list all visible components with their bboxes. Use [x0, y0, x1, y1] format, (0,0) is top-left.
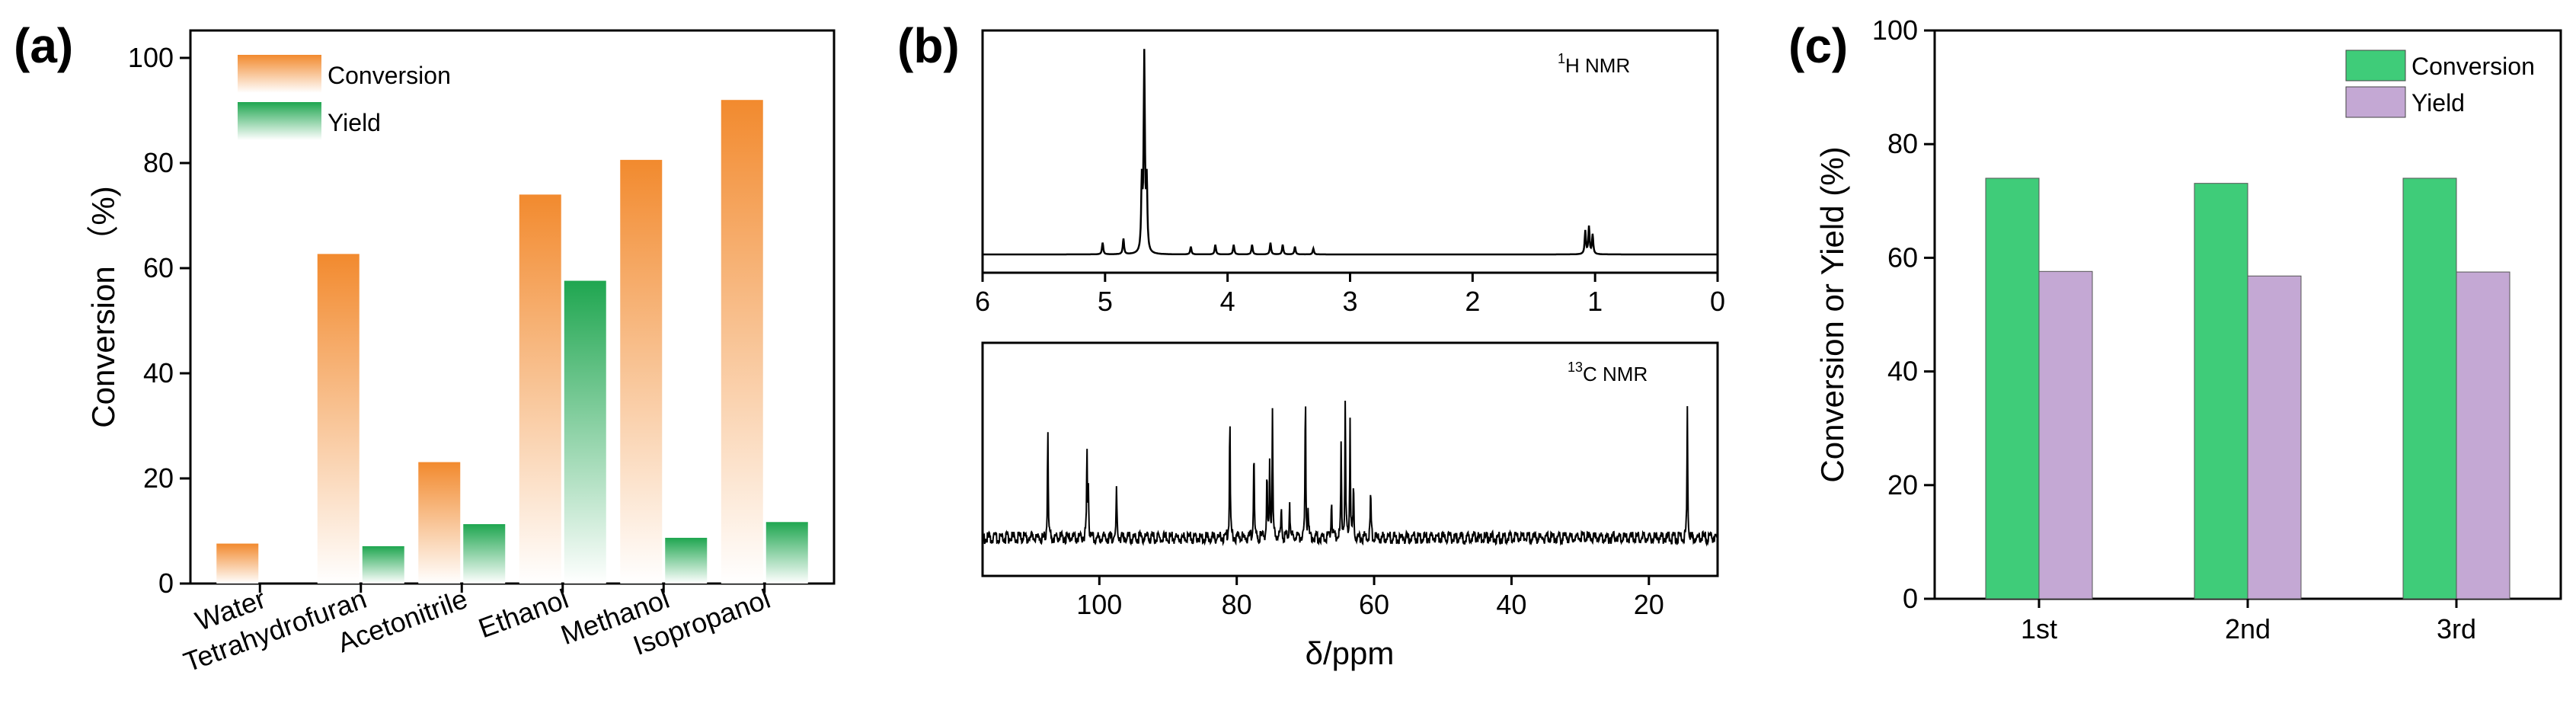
- legend-label-yield-c: Yield: [2411, 89, 2465, 117]
- y-tick-label: 60: [1887, 241, 1918, 273]
- legend-label-yield: Yield: [328, 109, 381, 136]
- panel-c-y-axis-title: Conversion or Yield (%): [1814, 146, 1850, 482]
- x-tick-label: 1: [1587, 286, 1603, 317]
- panel-c-x-tick-labels: 1st 2nd 3rd: [2021, 599, 2476, 644]
- bar-conversion: [2194, 183, 2248, 600]
- x-tick-label: Ethanol: [475, 583, 573, 644]
- x-tick-label: 60: [1359, 589, 1389, 620]
- legend-label-conversion: Conversion: [328, 62, 451, 89]
- bar-yield: [463, 524, 506, 584]
- x-tick-label: 2: [1465, 286, 1480, 317]
- y-tick-label: 60: [143, 252, 174, 283]
- nmr-1h-spectrum: [983, 49, 1718, 256]
- nmr-13c-label: 13C NMR: [1568, 360, 1648, 385]
- panel-a-y-ticks: 0 20 40 60 80 100: [128, 42, 190, 599]
- panel-c-chart: Conversion or Yield (%) 0 20 40 60 80 100 1st…: [1814, 14, 2562, 644]
- legend-swatch-conversion-c: [2345, 50, 2406, 82]
- y-tick-label: 20: [1887, 469, 1918, 501]
- legend-swatch-conversion: [238, 55, 321, 93]
- panel-b-x-axis-title: δ/ppm: [1306, 635, 1395, 671]
- y-tick-label: 0: [158, 568, 174, 599]
- bar-yield: [2247, 275, 2302, 600]
- panel-c-bars: [1985, 178, 2510, 600]
- bar-yield: [2038, 270, 2093, 600]
- x-tick-label: 3rd: [2437, 613, 2476, 644]
- bar-conversion: [620, 159, 663, 584]
- x-tick-label: 5: [1098, 286, 1113, 317]
- y-tick-label: 40: [143, 357, 174, 389]
- x-tick-label: 0: [1710, 286, 1725, 317]
- panel-label-c: (c): [1788, 18, 1848, 73]
- panel-a-chart: Conversion （%) 0 20 40 60 80 100 WaterTetrahy…: [85, 29, 836, 678]
- bar-conversion: [721, 100, 763, 584]
- bar-conversion: [519, 194, 561, 584]
- panel-b-chart: 1H NMR 6 5 4 3 2 1 0 13C NMR 100 80 60 40 20 δ/ppm: [975, 29, 1725, 671]
- panel-a-frame: [189, 29, 836, 585]
- x-tick-label: 100: [1076, 589, 1122, 620]
- x-tick-label: 3: [1342, 286, 1357, 317]
- panel-b-bottom-frame: [981, 341, 1719, 577]
- x-tick-label: 80: [1222, 589, 1252, 620]
- x-tick-label: 1st: [2021, 613, 2057, 644]
- y-tick-label: 100: [1872, 14, 1918, 46]
- y-tick-label: 0: [1903, 583, 1918, 614]
- x-tick-label: 2nd: [2225, 613, 2271, 644]
- panel-a-y-axis-title: Conversion （%): [85, 186, 121, 427]
- nmr-13c-spectrum: [982, 400, 1718, 547]
- legend-swatch-yield: [238, 102, 321, 140]
- y-tick-label: 80: [143, 147, 174, 178]
- panel-label-b: (b): [897, 18, 960, 73]
- x-tick-label: 20: [1634, 589, 1664, 620]
- bar-yield: [564, 280, 606, 584]
- bar-conversion: [418, 462, 461, 584]
- x-tick-label: 40: [1496, 589, 1526, 620]
- panel-b-top-x-ticks: 6 5 4 3 2 1 0: [975, 273, 1725, 317]
- panel-c-y-ticks: 0 20 40 60 80 100: [1872, 14, 1935, 614]
- panel-a-bars: [216, 100, 808, 584]
- panel-c-legend: Conversion Yield: [2345, 50, 2535, 118]
- y-tick-label: 100: [128, 42, 174, 73]
- legend-label-conversion-c: Conversion: [2411, 53, 2535, 80]
- x-tick-label: 6: [975, 286, 990, 317]
- x-tick-label: 4: [1220, 286, 1235, 317]
- legend-swatch-yield-c: [2345, 86, 2406, 118]
- bar-conversion: [1985, 178, 2040, 600]
- bar-conversion: [317, 254, 360, 584]
- bar-yield: [665, 537, 708, 584]
- panel-a-legend: Conversion Yield: [238, 55, 451, 140]
- y-tick-label: 20: [143, 462, 174, 494]
- bar-yield: [2456, 271, 2510, 600]
- bar-yield: [362, 546, 404, 584]
- y-tick-label: 80: [1887, 128, 1918, 159]
- panel-label-a: (a): [14, 18, 73, 73]
- bar-conversion: [216, 543, 259, 584]
- panel-b-bottom-x-ticks: 100 80 60 40 20: [1076, 576, 1664, 620]
- bar-yield: [765, 522, 808, 584]
- bar-conversion: [2402, 178, 2457, 600]
- nmr-1h-label: 1H NMR: [1558, 51, 1630, 77]
- y-tick-label: 40: [1887, 356, 1918, 387]
